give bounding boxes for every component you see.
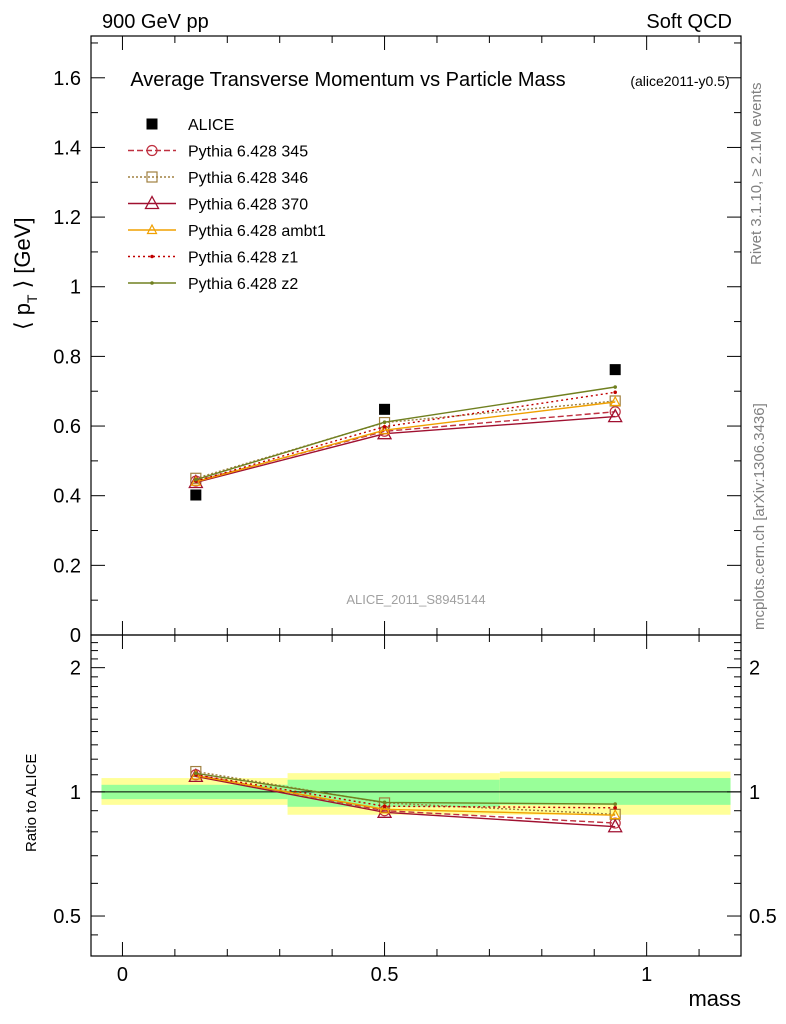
ratio-point bbox=[607, 818, 623, 833]
legend-label: Pythia 6.428 z2 bbox=[188, 276, 298, 293]
legend-marker bbox=[146, 144, 158, 157]
ratio-ytick-label: 2 bbox=[70, 658, 81, 680]
header-right: Soft QCD bbox=[646, 11, 732, 33]
ratio-point bbox=[379, 803, 391, 814]
main-ytick-label: 0.4 bbox=[53, 486, 81, 508]
main-point bbox=[609, 395, 621, 407]
legend: ALICE Pythia 6.428 345 Pythia 6.428 346 Pyt… bbox=[128, 117, 326, 293]
ratio-point bbox=[190, 769, 202, 780]
main-ytick-label: 0.8 bbox=[53, 346, 81, 368]
main-point bbox=[382, 420, 387, 425]
ratio-xtick-label: 0 bbox=[117, 964, 128, 986]
main-ytick-label: 1.2 bbox=[53, 207, 81, 229]
main-plot: 0 0.2 0.4 0.6 0.8 1 1.2 1.4 1.6 ⟨ pT ⟩ [GeV] bbox=[10, 35, 742, 647]
main-ytick-label: 0 bbox=[70, 625, 81, 647]
main-series-line bbox=[195, 391, 616, 482]
ratio-ytick-label-right: 0.5 bbox=[749, 906, 777, 928]
legend-marker bbox=[150, 281, 154, 285]
main-ytick-label: 0.6 bbox=[53, 416, 81, 438]
rivet-label: Rivet 3.1.10, ≥ 2.1M events bbox=[748, 83, 765, 266]
ratio-ytick-label: 0.5 bbox=[53, 906, 81, 928]
legend-label: Pythia 6.428 345 bbox=[188, 144, 308, 161]
ratio-xtick-label: 1 bbox=[641, 964, 652, 986]
ratio-point bbox=[613, 805, 617, 810]
main-ylabel: ⟨ pT ⟩ [GeV] bbox=[10, 217, 40, 330]
main-ylabel-part: ⟨ p bbox=[10, 303, 35, 330]
main-point bbox=[379, 423, 391, 435]
main-point bbox=[190, 475, 202, 486]
legend-label: Pythia 6.428 370 bbox=[188, 197, 308, 214]
legend-marker bbox=[144, 195, 160, 210]
ratio-series-line bbox=[195, 774, 616, 816]
legend-marker bbox=[146, 171, 158, 183]
main-series-line bbox=[195, 415, 616, 484]
ratio-ytick-label: 1 bbox=[70, 782, 81, 804]
plot-subtitle: (alice2011-y0.5) bbox=[630, 73, 729, 89]
main-point bbox=[607, 408, 623, 423]
data-point bbox=[190, 489, 202, 501]
data-point bbox=[379, 403, 391, 415]
main-ytick-label: 0.2 bbox=[53, 555, 81, 577]
main-series-line bbox=[195, 411, 616, 482]
legend-marker bbox=[150, 254, 154, 259]
ratio-plot: 0.5 0.5 1 1 2 2 0 0.5 1 mass Ratio to ALICE bbox=[23, 634, 777, 1011]
ratio-ylabel: Ratio to ALICE bbox=[23, 754, 40, 852]
ratio-series-line bbox=[195, 770, 616, 815]
header-left: 900 GeV pp bbox=[102, 11, 209, 33]
main-ylabel-part: ⟩ [GeV] bbox=[10, 217, 35, 294]
plot-title: Average Transverse Momentum vs Particle … bbox=[130, 69, 565, 91]
ratio-xtick-label: 0.5 bbox=[371, 964, 399, 986]
ratio-point bbox=[382, 804, 387, 808]
legend-label: ALICE bbox=[188, 117, 234, 134]
ratio-ytick-label-right: 1 bbox=[749, 782, 760, 804]
main-ylabel-part: T bbox=[24, 294, 40, 303]
ratio-xlabel: mass bbox=[688, 986, 741, 1011]
main-ytick-label: 1.6 bbox=[53, 68, 81, 90]
legend-label: Pythia 6.428 346 bbox=[188, 170, 308, 187]
ratio-point bbox=[194, 771, 198, 776]
ratio-point bbox=[188, 768, 204, 783]
main-point bbox=[376, 425, 393, 440]
legend-marker bbox=[146, 118, 158, 130]
legend-label: Pythia 6.428 z1 bbox=[188, 250, 298, 267]
legend-label: Pythia 6.428 ambt1 bbox=[188, 223, 326, 240]
data-point bbox=[609, 364, 621, 376]
ratio-point bbox=[613, 802, 617, 806]
main-point bbox=[613, 390, 617, 395]
legend-marker bbox=[146, 223, 158, 235]
ratio-point bbox=[609, 808, 621, 820]
main-point bbox=[613, 385, 617, 389]
main-point bbox=[194, 477, 198, 482]
ratio-frame bbox=[90, 634, 742, 957]
ratio-ytick-label-right: 2 bbox=[749, 658, 760, 680]
ratio-point bbox=[382, 800, 387, 805]
main-ytick-label: 1 bbox=[70, 277, 81, 299]
main-point bbox=[382, 424, 387, 429]
mcplots-label: mcplots.cern.ch [arXiv:1306.3436] bbox=[751, 403, 768, 630]
main-series-line bbox=[195, 401, 616, 483]
analysis-watermark: ALICE_2011_S8945144 bbox=[346, 592, 485, 607]
main-ytick-label: 1.4 bbox=[53, 137, 81, 159]
